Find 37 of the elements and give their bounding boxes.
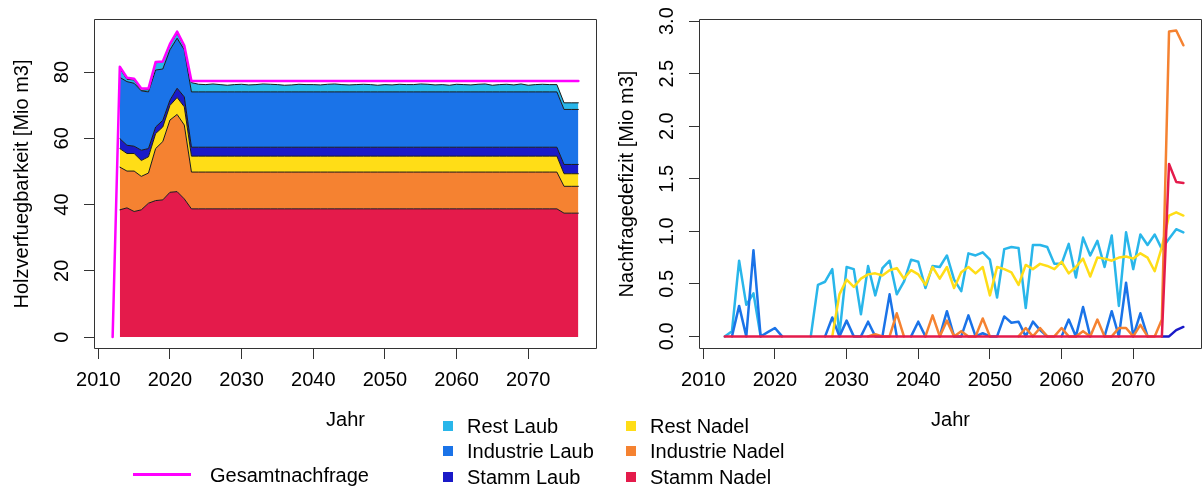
x-tick-label: 2040 bbox=[291, 367, 336, 390]
y-tick-label: 60 bbox=[49, 127, 72, 150]
y-tick-label: 2.0 bbox=[654, 112, 677, 141]
x-tick-label: 2030 bbox=[824, 367, 869, 390]
y-axis-title: Holzverfuegbarkeit [Mio m3] bbox=[9, 59, 32, 309]
x-tick-label: 2010 bbox=[681, 367, 726, 390]
legend-label: Industrie Nadel bbox=[650, 439, 785, 464]
x-tick-label: 2060 bbox=[434, 367, 479, 390]
y-axis-title: Nachfragedefizit [Mio m3] bbox=[614, 70, 637, 298]
x-tick-label: 2060 bbox=[1039, 367, 1084, 390]
y-tick-label: 0.5 bbox=[654, 269, 677, 298]
y-tick-label: 0 bbox=[49, 331, 72, 343]
y-tick-label: 1.0 bbox=[654, 217, 677, 246]
x-tick-label: 2040 bbox=[896, 367, 941, 390]
legend-label: Stamm Laub bbox=[467, 464, 581, 488]
legend-label: Rest Nadel bbox=[650, 413, 749, 438]
x-tick-label: 2030 bbox=[219, 367, 264, 390]
legend-label: Industrie Laub bbox=[467, 439, 594, 464]
y-tick-label: 1.5 bbox=[654, 164, 677, 193]
x-tick-label: 2010 bbox=[76, 367, 121, 390]
y-tick-label: 0.0 bbox=[654, 322, 677, 351]
x-tick-label: 2020 bbox=[752, 367, 798, 390]
y-tick-label: 2.5 bbox=[654, 59, 677, 88]
legend-label: Stamm Nadel bbox=[650, 464, 772, 488]
y-tick-label: 3.0 bbox=[654, 7, 677, 36]
x-axis-title: Jahr bbox=[931, 407, 971, 430]
y-tick-label: 20 bbox=[49, 259, 72, 282]
legend-label: Rest Laub bbox=[467, 413, 559, 438]
x-tick-label: 2070 bbox=[505, 367, 551, 390]
x-axis-title: Jahr bbox=[326, 407, 366, 430]
x-tick-label: 2070 bbox=[1110, 367, 1156, 390]
y-tick-label: 80 bbox=[49, 60, 72, 84]
x-tick-label: 2020 bbox=[147, 367, 193, 390]
x-tick-label: 2050 bbox=[362, 367, 408, 390]
x-tick-label: 2050 bbox=[967, 367, 1013, 390]
legend-label: Gesamtnachfrage bbox=[210, 462, 369, 487]
y-tick-label: 40 bbox=[49, 193, 72, 216]
